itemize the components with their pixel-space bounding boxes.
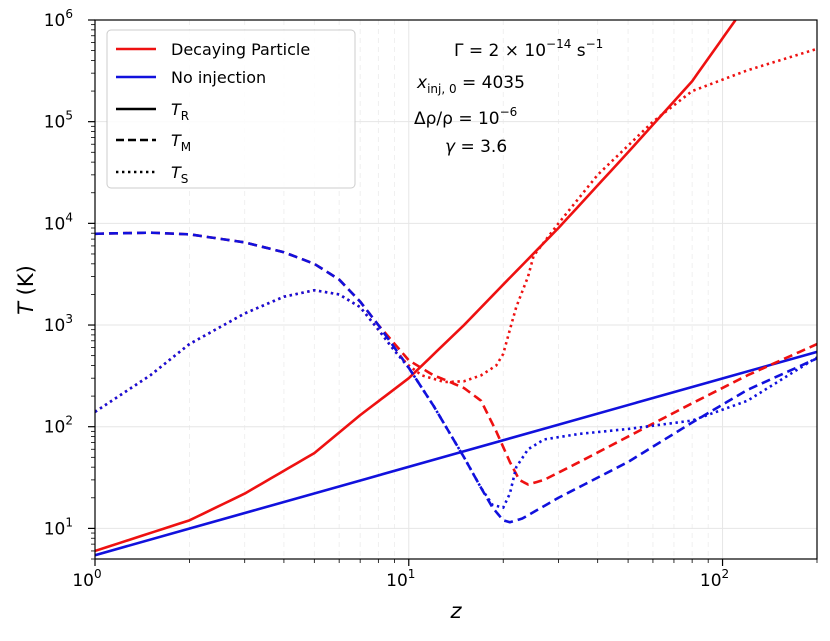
x-tick-label: 101 xyxy=(386,567,415,591)
series-line-5 xyxy=(95,288,817,509)
y-tick-label: 105 xyxy=(44,109,73,133)
series-group xyxy=(95,20,817,557)
x-tick-label: 102 xyxy=(700,567,729,591)
series-line-0 xyxy=(95,20,737,553)
y-tick-label: 104 xyxy=(44,210,73,234)
legend-label-no-injection: No injection xyxy=(171,68,266,87)
legend-label-tm: TM xyxy=(171,131,191,154)
annotation-gamma-rate: Γ = 2 × 10−14 s−1 xyxy=(454,37,603,61)
plot-frame xyxy=(94,19,818,560)
legend-label-decaying: Decaying Particle xyxy=(171,40,310,59)
legend-box xyxy=(106,29,356,189)
x-tick-label: 100 xyxy=(72,567,101,591)
y-axis-label: T (K) xyxy=(14,265,38,315)
annotation-delta-rho: Δρ/ρ = 10−6 xyxy=(414,105,517,129)
legend: Decaying Particle No injection TR TM TS xyxy=(106,29,356,189)
y-tick-label: 101 xyxy=(44,515,73,539)
series-line-1 xyxy=(95,350,817,557)
legend-label-tr: TR xyxy=(171,100,189,123)
y-tick-label: 106 xyxy=(44,7,73,31)
tick-labels: 100 101 102 101 102 103 104 105 106 xyxy=(44,7,729,591)
legend-label-ts: TS xyxy=(171,163,188,186)
ticks xyxy=(88,19,818,566)
y-tick-label: 102 xyxy=(44,414,73,438)
x-axis-label: z xyxy=(449,599,462,623)
series-line-4 xyxy=(95,47,817,413)
annotation-x-inj: xinj, 0 = 4035 xyxy=(416,73,525,96)
annotation-gamma: γ = 3.6 xyxy=(445,137,507,157)
y-tick-label: 103 xyxy=(44,312,73,336)
annotation-block: Γ = 2 × 10−14 s−1 xinj, 0 = 4035 Δρ/ρ = … xyxy=(414,37,603,157)
